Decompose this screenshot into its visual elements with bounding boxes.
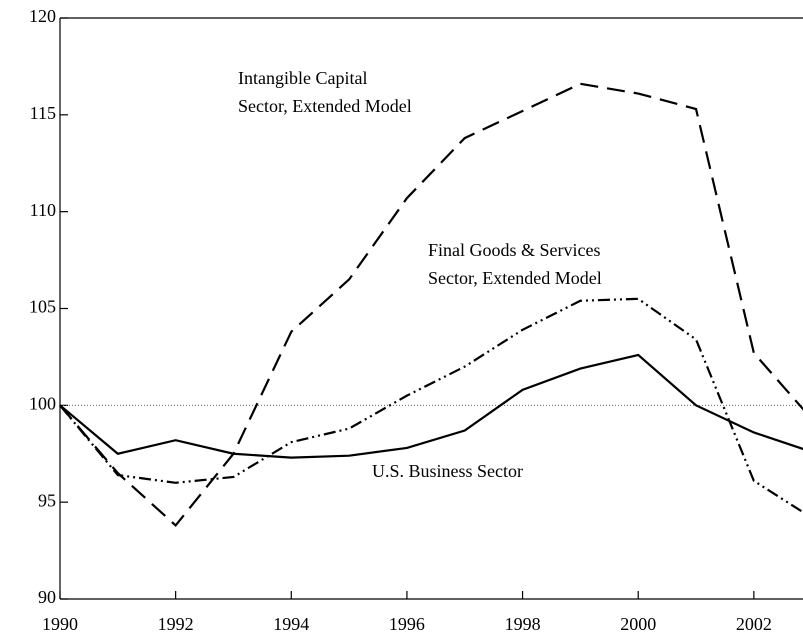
- x-tick-label: 1998: [505, 614, 541, 634]
- series-line: [59, 82, 803, 528]
- y-tick-label: 110: [30, 200, 56, 220]
- x-tick-label: 2000: [620, 614, 656, 634]
- x-tick-label: 2002: [736, 614, 772, 634]
- annotation: Intangible Capital: [238, 68, 367, 88]
- y-tick-label: 105: [29, 297, 56, 317]
- y-tick-label: 115: [30, 103, 56, 123]
- x-tick-label: 1992: [158, 614, 194, 634]
- y-tick-label: 90: [38, 587, 56, 607]
- x-tick-label: 1996: [389, 614, 425, 634]
- y-tick-label: 120: [29, 6, 56, 26]
- annotation: Sector, Extended Model: [238, 96, 412, 116]
- annotation: Final Goods & Services: [428, 240, 601, 260]
- series-line: [59, 297, 803, 514]
- annotation: U.S. Business Sector: [372, 461, 523, 481]
- y-tick-label: 95: [38, 490, 56, 510]
- x-tick-label: 1990: [42, 614, 78, 634]
- series-line: [59, 353, 803, 459]
- annotation: Sector, Extended Model: [428, 268, 602, 288]
- x-tick-label: 1994: [273, 614, 309, 634]
- y-tick-label: 100: [29, 393, 56, 413]
